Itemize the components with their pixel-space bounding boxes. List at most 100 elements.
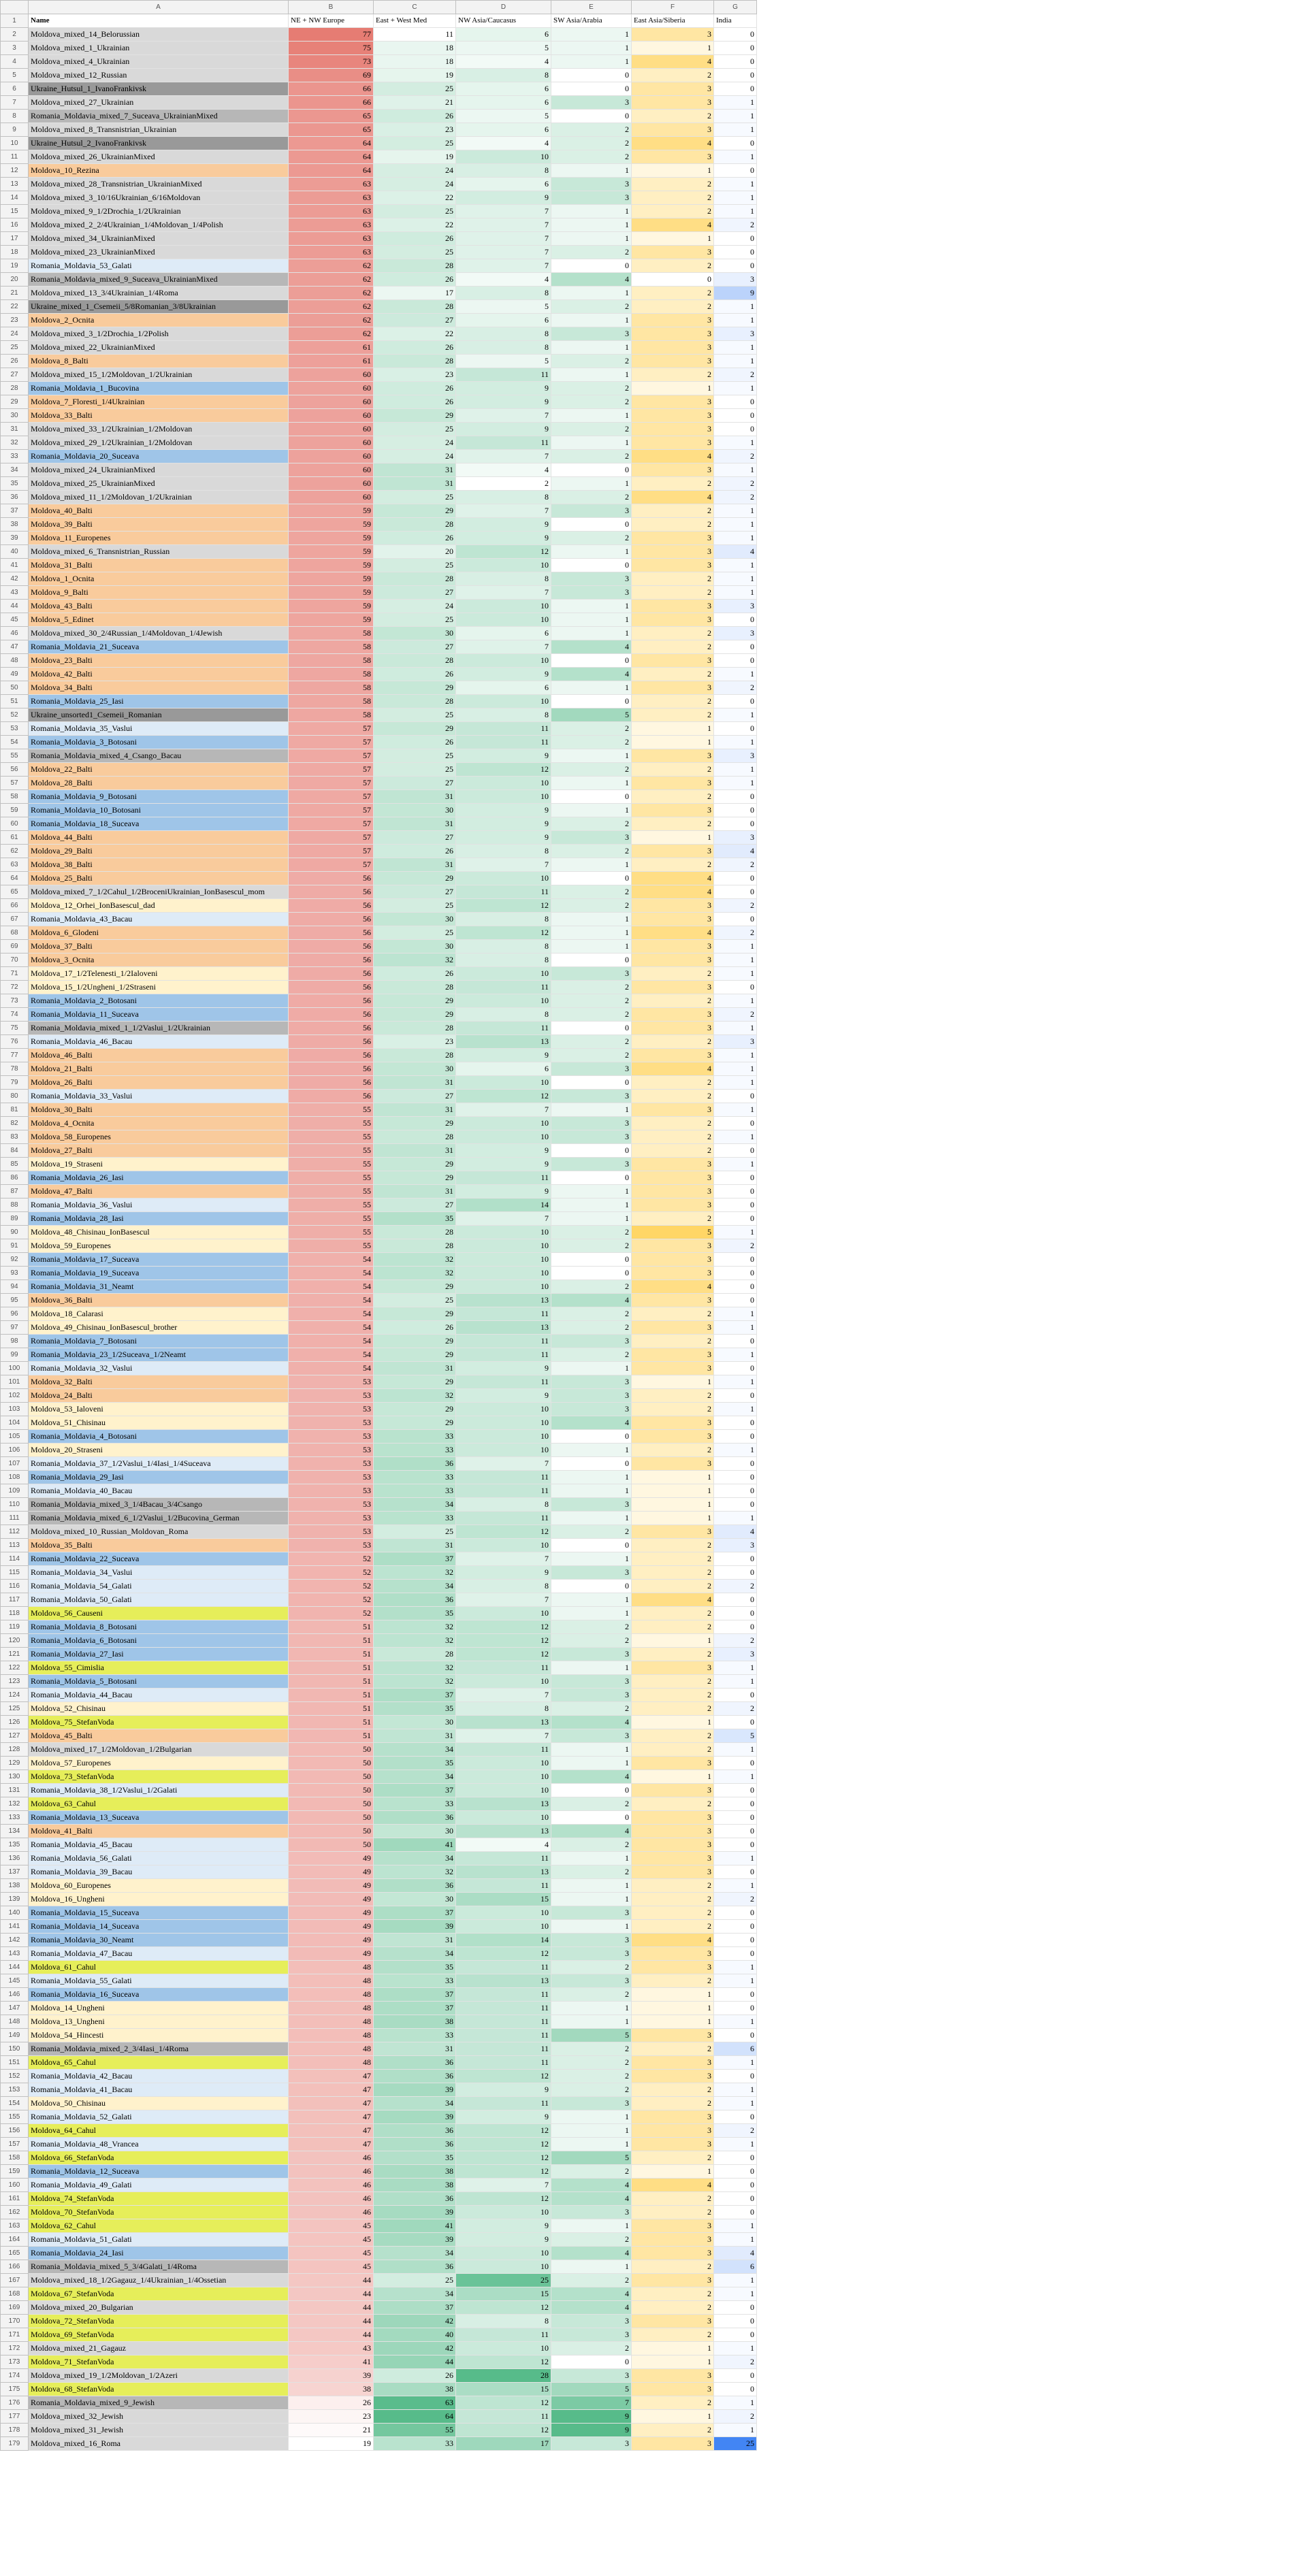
sheet-row: 155 Romania_Moldavia_52_Galati 47 39 9 1 3 0	[0, 2110, 757, 2124]
value-cell: 1	[551, 626, 632, 640]
value-cell: 11	[455, 2042, 551, 2056]
value-cell: 3	[631, 245, 714, 259]
sheet-row: 74 Romania_Moldavia_11_Suceava 56 29 8 2 3 2	[0, 1007, 757, 1022]
value-cell: 48	[288, 1960, 374, 1974]
value-cell: 0	[551, 953, 632, 967]
value-cell: 3	[631, 327, 714, 341]
value-cell: 0	[713, 259, 757, 273]
value-cell: 1	[713, 2137, 757, 2151]
value-cell: 3	[551, 1565, 632, 1580]
value-cell: 0	[551, 1021, 632, 1035]
value-cell: 34	[373, 1946, 456, 1961]
value-cell: 55	[288, 1198, 374, 1212]
row-number: 67	[0, 912, 29, 926]
value-cell: 57	[288, 830, 374, 845]
value-cell: 1	[713, 204, 757, 218]
value-cell: 2	[631, 2328, 714, 2342]
sheet-row: 99 Romania_Moldavia_23_1/2Suceava_1/2Neam…	[0, 1348, 757, 1362]
value-cell: 4	[631, 136, 714, 150]
row-number: 91	[0, 1239, 29, 1253]
row-number: 80	[0, 1089, 29, 1103]
value-cell: 3	[631, 1157, 714, 1171]
sheet-row: 122 Moldova_55_Cimislia 51 32 11 1 3 1	[0, 1661, 757, 1675]
row-number: 172	[0, 2341, 29, 2355]
value-cell: 11	[455, 2001, 551, 2015]
row-number: 20	[0, 272, 29, 287]
value-cell: 2	[713, 2355, 757, 2369]
value-cell: 75	[288, 41, 374, 55]
value-cell: 56	[288, 966, 374, 981]
value-cell: 29	[373, 1416, 456, 1430]
value-cell: 0	[551, 1266, 632, 1280]
row-number: 147	[0, 2001, 29, 2015]
value-cell: 2	[551, 1865, 632, 1879]
value-cell: 3	[631, 1361, 714, 1375]
value-cell: 2	[713, 926, 757, 940]
value-cell: 28	[373, 1048, 456, 1062]
value-cell: 3	[631, 980, 714, 994]
sheet-row: 71 Moldova_17_1/2Telenesti_1/2Ialoveni 56 2…	[0, 966, 757, 981]
value-cell: 39	[373, 2110, 456, 2124]
row-number: 98	[0, 1334, 29, 1348]
name-cell: Romania_Moldavia_55_Galati	[28, 1974, 289, 1988]
value-cell: 59	[288, 544, 374, 559]
sheet-row: 59 Romania_Moldavia_10_Botosani 57 30 9 1 3 0	[0, 803, 757, 817]
name-cell: Ukraine_Hutsul_2_IvanoFrankivsk	[28, 136, 289, 150]
value-cell: 54	[288, 1361, 374, 1375]
value-cell: 34	[373, 1742, 456, 1757]
value-cell: 3	[631, 776, 714, 790]
value-cell: 2	[551, 2042, 632, 2056]
value-cell: 10	[455, 1429, 551, 1444]
value-cell: 73	[288, 54, 374, 69]
value-cell: 1	[551, 2123, 632, 2138]
name-cell: Moldova_41_Balti	[28, 1824, 289, 1838]
row-number: 174	[0, 2368, 29, 2383]
value-cell: 2	[455, 476, 551, 491]
value-cell: 2	[551, 994, 632, 1008]
sheet-row: 72 Moldova_15_1/2Ungheni_1/2Straseni 56 28 1…	[0, 980, 757, 994]
value-cell: 2	[631, 1089, 714, 1103]
name-cell: Moldova_17_1/2Telenesti_1/2Ialoveni	[28, 966, 289, 981]
value-cell: 23	[373, 1034, 456, 1049]
value-cell: 50	[288, 1770, 374, 1784]
value-cell: 2	[551, 1048, 632, 1062]
value-cell: 25	[713, 2436, 757, 2451]
value-cell: 2	[631, 109, 714, 123]
value-cell: 54	[288, 1293, 374, 1307]
name-cell: Moldova_16_Ungheni	[28, 1892, 289, 1906]
value-cell: 54	[288, 1252, 374, 1267]
value-cell: 3	[631, 1429, 714, 1444]
row-number: 129	[0, 1756, 29, 1770]
value-cell: 2	[631, 2287, 714, 2301]
name-cell: Romania_Moldavia_mixed_7_Suceava_Ukraini…	[28, 109, 289, 123]
value-cell: 11	[455, 1742, 551, 1757]
value-cell: 25	[373, 245, 456, 259]
value-cell: 26	[373, 735, 456, 749]
name-cell: Moldova_6_Glodeni	[28, 926, 289, 940]
sheet-row: 36 Moldova_mixed_11_1/2Moldovan_1/2Ukrain…	[0, 490, 757, 504]
sheet-row: 177 Moldova_mixed_32_Jewish 23 64 11 9 1 2	[0, 2409, 757, 2424]
name-cell: Moldova_70_StefanVoda	[28, 2205, 289, 2219]
name-cell: Romania_Moldavia_38_1/2Vaslui_1/2Galati	[28, 1783, 289, 1797]
sheet-row: 119 Romania_Moldavia_8_Botosani 51 32 12 2 2 0	[0, 1620, 757, 1634]
row-number: 9	[0, 123, 29, 137]
row-number: 81	[0, 1103, 29, 1117]
name-cell: Moldova_53_Ialoveni	[28, 1402, 289, 1416]
value-cell: 54	[288, 1334, 374, 1348]
name-cell: Romania_Moldavia_51_Galati	[28, 2232, 289, 2247]
value-cell: 5	[455, 354, 551, 368]
row-number: 11	[0, 150, 29, 164]
row-number: 36	[0, 490, 29, 504]
value-cell: 1	[713, 708, 757, 722]
value-cell: 3	[551, 1388, 632, 1403]
value-cell: 2	[713, 2409, 757, 2424]
row-number: 62	[0, 844, 29, 858]
value-cell: 0	[713, 68, 757, 82]
value-cell: 0	[713, 231, 757, 246]
value-cell: 2	[631, 299, 714, 314]
value-cell: 62	[288, 272, 374, 287]
sheet-row: 178 Moldova_mixed_31_Jewish 21 55 12 9 2 1	[0, 2423, 757, 2437]
value-cell: 0	[713, 1987, 757, 2002]
value-cell: 6	[455, 681, 551, 695]
value-cell: 32	[373, 1674, 456, 1689]
